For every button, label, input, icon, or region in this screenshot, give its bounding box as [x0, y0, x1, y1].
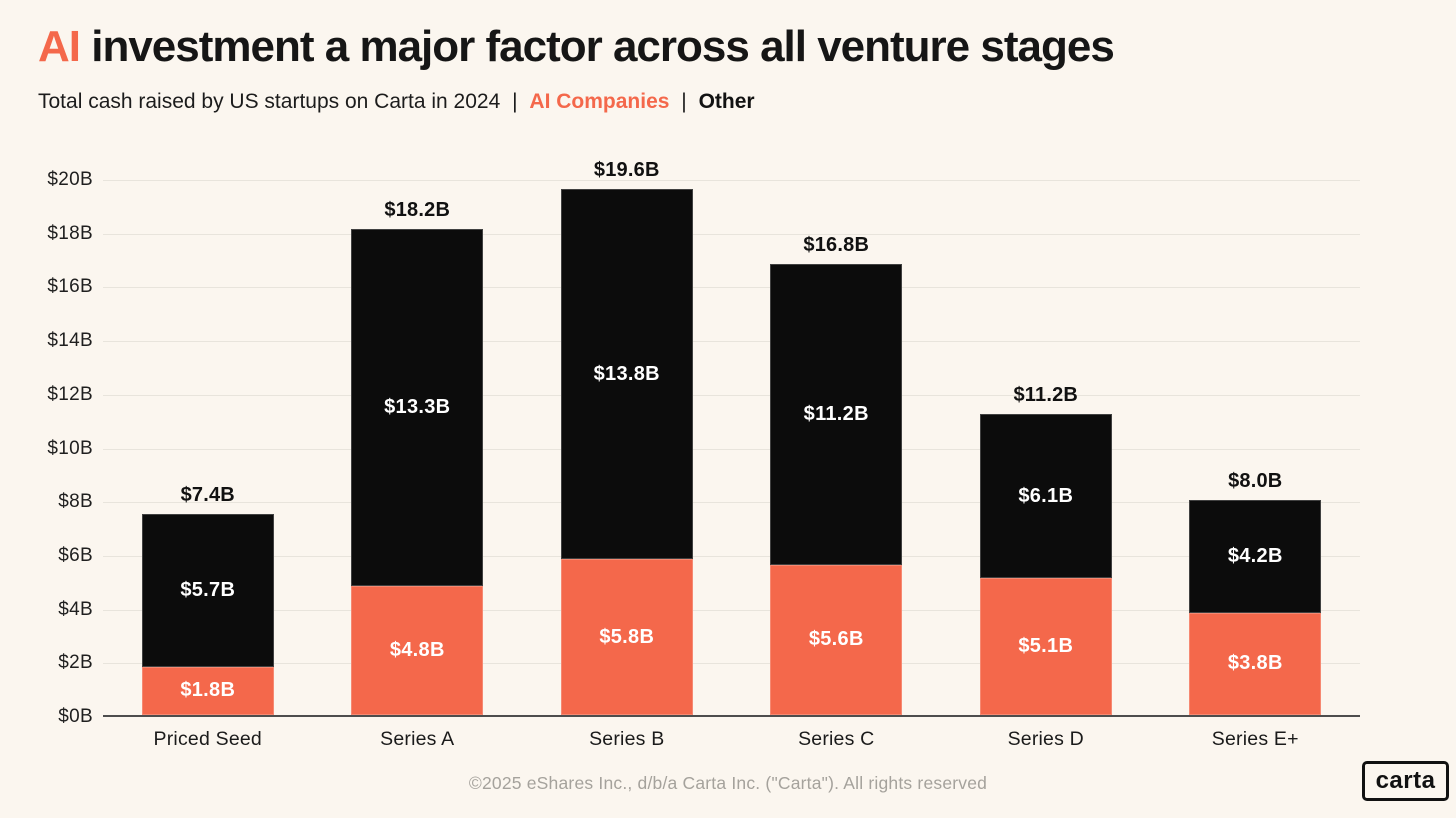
- y-axis-tick-label: $12B: [47, 383, 93, 405]
- title-highlight-ai: AI: [38, 22, 81, 71]
- bar-total-label: $7.4B: [180, 483, 235, 506]
- legend-other: Other: [698, 90, 755, 113]
- y-axis-tick-label: $4B: [58, 598, 93, 620]
- bar-segment-other: $11.2B: [770, 263, 903, 565]
- legend-ai-companies: AI Companies: [529, 90, 670, 113]
- gridline: [103, 180, 1360, 181]
- subtitle-text: Total cash raised by US startups on Cart…: [38, 90, 501, 113]
- gridline: [103, 555, 1360, 557]
- bar-total-label: $18.2B: [384, 199, 451, 222]
- x-axis-category-label: Series B: [589, 728, 665, 750]
- bar-segment-ai: $4.8B: [351, 586, 484, 715]
- gridline: [103, 663, 1360, 665]
- y-axis-tick-label: $20B: [47, 169, 93, 190]
- carta-logo-text: carta: [1375, 767, 1436, 794]
- y-axis-tick-label: $0B: [58, 706, 93, 727]
- gridline: [103, 341, 1360, 343]
- y-axis-tick-label: $14B: [47, 330, 93, 352]
- y-axis-tick-label: $2B: [58, 652, 93, 674]
- gridline: [103, 448, 1360, 450]
- bar-segment-value-label: $11.2B: [803, 402, 869, 425]
- y-axis-tick-label: $10B: [47, 437, 93, 459]
- chart-subtitle: Total cash raised by US startups on Cart…: [38, 90, 755, 114]
- bar-segment-value-label: $6.1B: [1018, 484, 1074, 507]
- gridline: [103, 233, 1360, 235]
- title-rest: investment a major factor across all ven…: [91, 22, 1115, 71]
- copyright-text: ©2025 eShares Inc., d/b/a Carta Inc. ("C…: [468, 773, 988, 793]
- subtitle-separator: |: [512, 90, 518, 113]
- bar-segment-value-label: $13.3B: [384, 396, 451, 419]
- bar-segment-other: $6.1B: [979, 414, 1112, 579]
- y-axis-tick-label: $6B: [58, 544, 93, 566]
- bar-total-label: $11.2B: [1013, 384, 1079, 407]
- bar-segment-ai: $1.8B: [141, 666, 274, 715]
- x-axis-category-label: Series A: [380, 728, 455, 750]
- bar-segment-value-label: $5.1B: [1018, 635, 1074, 658]
- bar-segment-other: $5.7B: [141, 513, 274, 667]
- y-axis-tick-label: $18B: [47, 222, 93, 244]
- x-axis-category-label: Series D: [1007, 728, 1084, 750]
- bar-segment-ai: $3.8B: [1189, 612, 1322, 715]
- subtitle-separator: |: [681, 90, 687, 113]
- bar-segment-other: $13.3B: [351, 229, 484, 587]
- bar-segment-ai: $5.8B: [560, 559, 693, 715]
- bar-total-label: $8.0B: [1228, 470, 1283, 493]
- bar-segment-value-label: $3.8B: [1227, 652, 1283, 675]
- bar-segment-other: $4.2B: [1189, 500, 1322, 613]
- bar-segment-ai: $5.1B: [979, 578, 1112, 715]
- bar-segment-value-label: $4.8B: [389, 639, 445, 662]
- y-axis-tick-label: $16B: [47, 276, 93, 298]
- bar-segment-value-label: $5.6B: [808, 628, 864, 651]
- x-axis-labels: Priced Seed Series A Series B Series C Serie…: [103, 728, 1360, 758]
- x-axis-category-label: Series C: [798, 728, 875, 750]
- page-title: AI investment a major factor across all …: [38, 22, 1115, 72]
- bar-segment-other: $13.8B: [560, 188, 693, 560]
- bar-chart-plot-area: $0B $2B $4B $6B $8B $10B $12B $14B $16B $18B $20B $…: [47, 159, 1360, 727]
- bar-total-label: $19.6B: [593, 158, 660, 181]
- gridline: [103, 287, 1360, 289]
- x-axis-category-label: Series E+: [1211, 728, 1299, 750]
- x-axis-category-label: Priced Seed: [153, 728, 262, 750]
- carta-logo: carta: [1362, 761, 1449, 801]
- gridline: [103, 502, 1360, 504]
- bar-total-label: $16.8B: [803, 233, 870, 256]
- bar-segment-value-label: $1.8B: [180, 679, 236, 702]
- bar-segment-value-label: $13.8B: [593, 362, 660, 385]
- bar-segment-value-label: $5.7B: [180, 578, 236, 601]
- bar-segment-value-label: $4.2B: [1227, 545, 1283, 568]
- bar-segment-value-label: $5.8B: [599, 625, 655, 648]
- gridline: [103, 609, 1360, 611]
- y-axis-tick-label: $8B: [58, 491, 93, 513]
- bar-segment-ai: $5.6B: [770, 564, 903, 715]
- gridline: [103, 394, 1360, 396]
